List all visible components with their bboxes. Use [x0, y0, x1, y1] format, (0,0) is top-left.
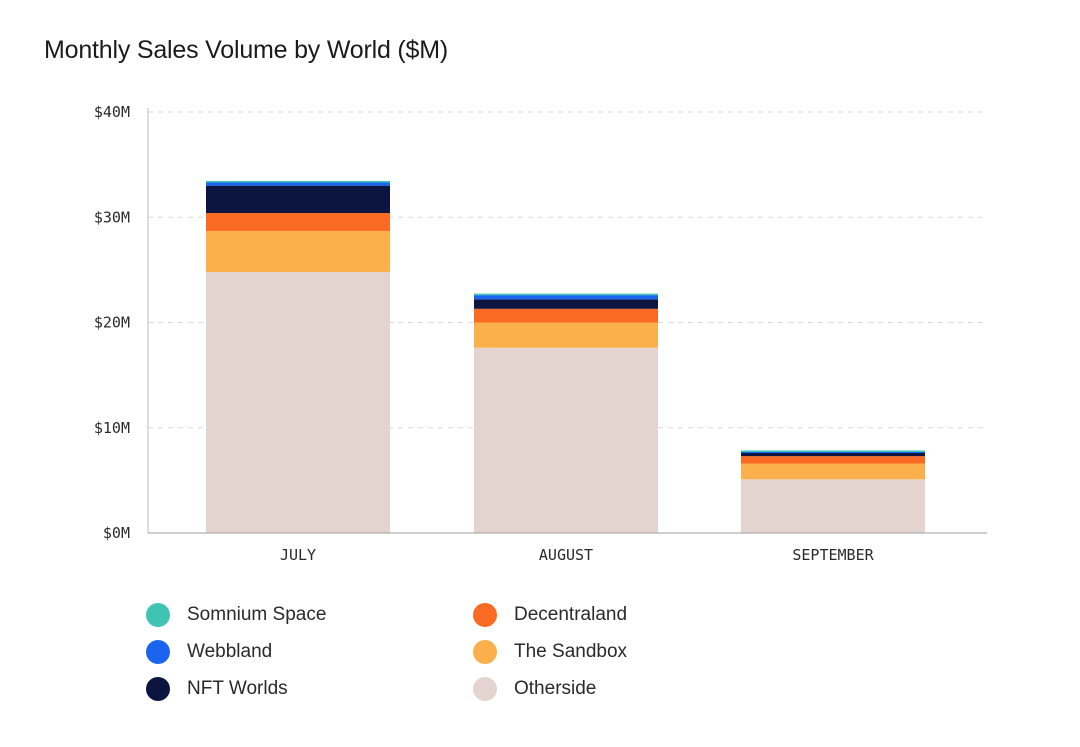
legend-item: Decentraland: [473, 596, 800, 633]
bar-segment-decentraland-september: [741, 456, 925, 464]
bar-segment-nft-worlds-september: [741, 453, 925, 457]
axis-layer: $0M $10M $20M $30M $40M JULY AUGUST SEPTEMBER: [94, 103, 987, 564]
x-tick-label: SEPTEMBER: [792, 546, 874, 564]
x-tick-label: AUGUST: [539, 546, 593, 564]
bar-segment-otherside-september: [741, 479, 925, 533]
legend-label: NFT Worlds: [187, 677, 288, 699]
bar-segment-the-sandbox-july: [206, 230, 390, 272]
legend-swatch-icon: [146, 602, 170, 627]
legend: Somnium Space Decentraland Webbland The San…: [146, 596, 826, 707]
y-tick-label: $30M: [94, 208, 130, 226]
chart-title: Monthly Sales Volume by World ($M): [44, 36, 449, 64]
bar-segment-webbland-july: [206, 182, 390, 186]
legend-label: The Sandbox: [514, 640, 628, 662]
legend-swatch-icon: [146, 676, 170, 701]
bar-segment-somnium-space-july: [206, 181, 390, 183]
legend-label: Somnium Space: [187, 603, 327, 625]
legend-label: Webbland: [187, 640, 273, 662]
bar-segment-nft-worlds-august: [474, 299, 658, 309]
bar-segment-decentraland-july: [206, 213, 390, 231]
legend-swatch-icon: [473, 602, 497, 627]
bar-segment-somnium-space-august: [474, 293, 658, 296]
bar-segment-nft-worlds-july: [206, 185, 390, 214]
legend-label: Otherside: [514, 677, 597, 699]
bar-segment-otherside-august: [474, 347, 658, 533]
y-tick-label: $0M: [103, 524, 130, 542]
chart-svg: $0M $10M $20M $30M $40M JULY AUGUST SEPTEMBER: [94, 103, 987, 564]
legend-item: The Sandbox: [473, 633, 800, 670]
y-tick-label: $10M: [94, 419, 130, 437]
legend-swatch-icon: [473, 639, 497, 664]
y-tick-label: $20M: [94, 314, 130, 332]
legend-label: Decentraland: [514, 603, 628, 625]
bar-segment-otherside-july: [206, 271, 390, 533]
bar-segment-decentraland-august: [474, 308, 658, 323]
legend-swatch-icon: [473, 676, 497, 701]
legend-item: Otherside: [473, 670, 800, 707]
y-tick-label: $40M: [94, 103, 130, 121]
bar-segment-the-sandbox-august: [474, 322, 658, 348]
bars-layer: [206, 181, 925, 533]
bar-segment-the-sandbox-september: [741, 463, 925, 480]
bar-segment-somnium-space-september: [741, 450, 925, 452]
legend-item: Somnium Space: [146, 596, 473, 633]
legend-swatch-icon: [146, 639, 170, 664]
legend-item: Webbland: [146, 633, 473, 670]
x-tick-label: JULY: [280, 546, 316, 564]
bar-segment-webbland-september: [741, 451, 925, 454]
bar-segment-webbland-august: [474, 295, 658, 300]
legend-item: NFT Worlds: [146, 670, 473, 707]
